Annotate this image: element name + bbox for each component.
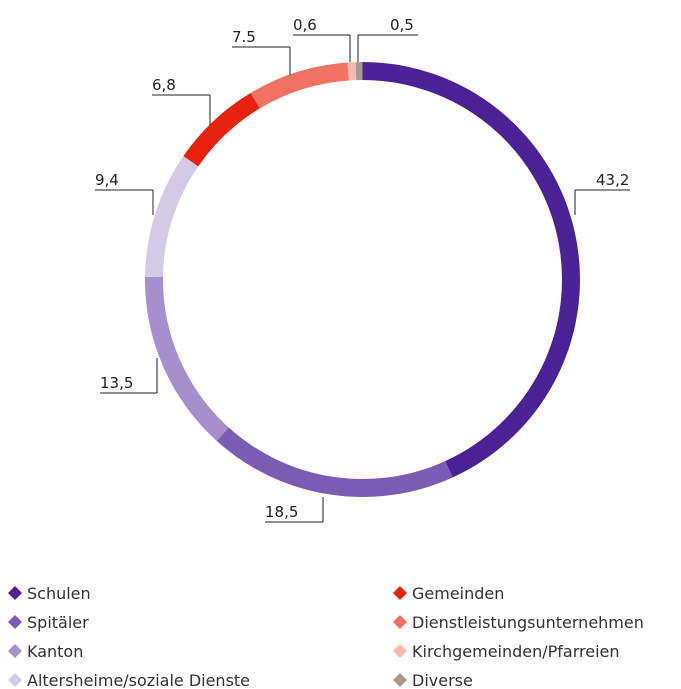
leader-line (100, 358, 158, 394)
legend-label: Spitäler (27, 613, 89, 632)
leader-line (95, 189, 154, 215)
data-label: 6,8 (152, 76, 176, 94)
legend-marker (393, 586, 407, 600)
donut-segment (250, 62, 349, 109)
legend-marker (393, 673, 407, 687)
donut-segment (362, 62, 580, 478)
data-label: 13,5 (100, 374, 133, 392)
legend-label: Altersheime/soziale Dienste (27, 671, 250, 689)
leader-line (232, 46, 291, 75)
leader-line (574, 189, 630, 215)
legend-label: Kanton (27, 642, 83, 661)
legend-label: Dienstleistungsunternehmen (412, 613, 644, 632)
data-label: 0,5 (390, 16, 414, 34)
legend-marker (8, 586, 22, 600)
donut-segment (145, 276, 229, 441)
leader-line (293, 34, 351, 62)
data-label: 18,5 (265, 503, 298, 521)
legend-marker (8, 673, 22, 687)
legend-marker (8, 615, 22, 629)
data-label: 43,2 (596, 171, 629, 189)
leader-line (265, 497, 324, 523)
donut-segment (183, 92, 260, 167)
legend-label: Kirchgemeinden/Pfarreien (412, 642, 620, 661)
leader-line (152, 94, 211, 125)
donut-segment (216, 427, 453, 497)
legend-marker (393, 615, 407, 629)
donut-segment (145, 156, 199, 278)
leader-line (357, 34, 418, 62)
legend-marker (8, 644, 22, 658)
data-label: 9,4 (95, 171, 119, 189)
legend-label: Diverse (412, 671, 473, 689)
legend-label: Gemeinden (412, 584, 504, 603)
legend-label: Schulen (27, 584, 91, 603)
legend-marker (393, 644, 407, 658)
data-label: 7.5 (232, 28, 256, 46)
data-label: 0,6 (293, 16, 317, 34)
